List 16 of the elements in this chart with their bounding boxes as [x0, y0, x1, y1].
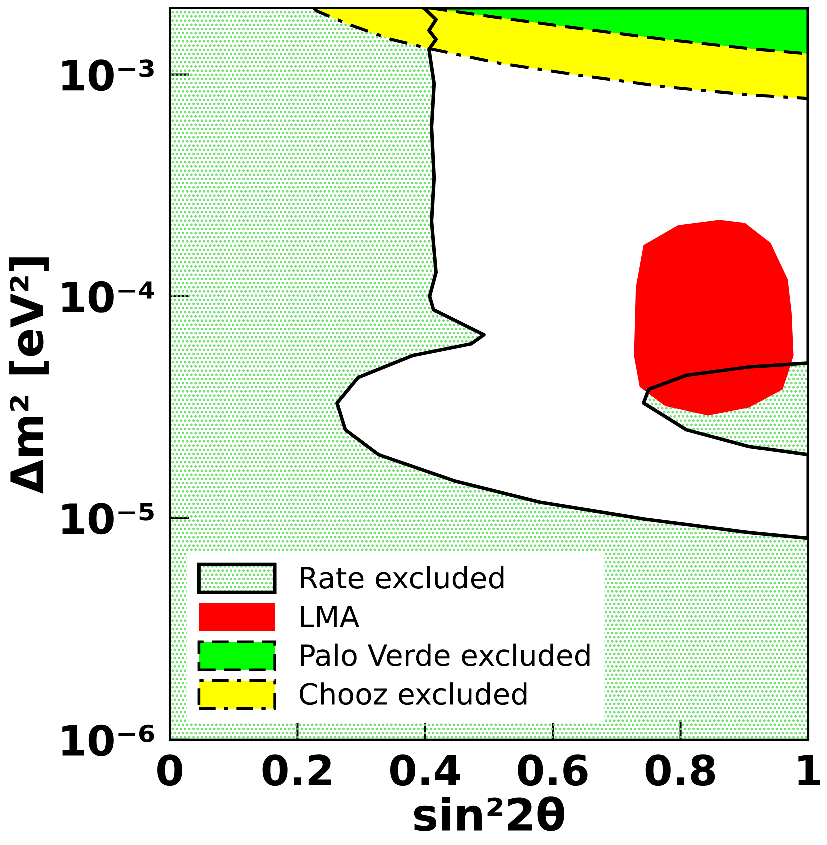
- x-tick-label: 1: [798, 755, 820, 786]
- y-tick-label: 10⁻⁶: [62, 724, 154, 756]
- x-tick-label: 0.8: [646, 754, 716, 786]
- y-tick-label: 10⁻⁴: [62, 281, 154, 313]
- legend-label: Palo Verde excluded: [301, 644, 590, 666]
- x-tick-label: 0: [158, 754, 183, 786]
- x-tick-label: 0.2: [262, 754, 332, 786]
- legend-label: LMA: [301, 606, 360, 628]
- x-tick-label: 0.4: [390, 754, 460, 786]
- legend-label: Rate excluded: [301, 566, 504, 589]
- x-axis-title: sin²2θ: [414, 796, 564, 832]
- legend-label: Chooz excluded: [300, 682, 527, 706]
- y-tick-label: 10⁻⁵: [62, 503, 154, 535]
- y-tick-label: 10⁻³: [62, 60, 154, 92]
- x-tick-label: 0.6: [518, 754, 588, 786]
- y-axis-title: Δm² [eV²]: [9, 258, 49, 494]
